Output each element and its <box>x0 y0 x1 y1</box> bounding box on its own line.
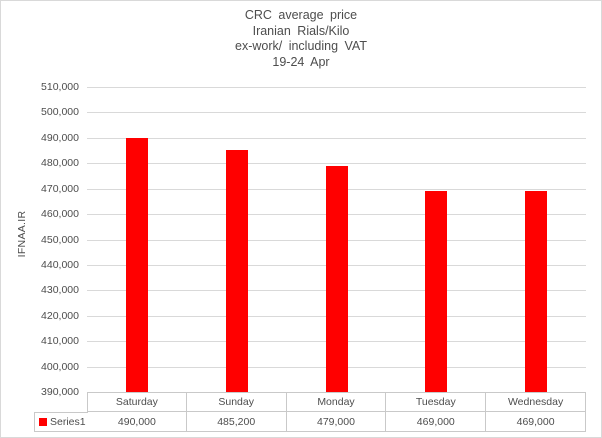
bar-saturday <box>125 137 148 392</box>
y-axis-tick-label: 480,000 <box>41 157 79 170</box>
table-header-sunday: Sunday <box>186 392 287 412</box>
y-axis-tick-label: 450,000 <box>41 233 79 246</box>
table-header-wednesday: Wednesday <box>486 392 586 412</box>
gridline <box>87 163 586 165</box>
legend-series-label: Series1 <box>50 416 86 428</box>
table-value-sunday: 485,200 <box>186 412 287 432</box>
chart-title-line-4: 19-24 Apr <box>272 54 330 69</box>
gridline <box>87 112 586 114</box>
bar-tuesday <box>425 191 448 392</box>
chart-title: CRC average price Iranian Rials/Kilo ex-… <box>1 8 601 70</box>
y-axis-tick-label: 500,000 <box>41 106 79 119</box>
y-axis-tick-label: 470,000 <box>41 182 79 195</box>
plot-area <box>87 87 586 393</box>
gridline <box>87 137 586 139</box>
series1-legend-marker-icon <box>39 418 47 426</box>
y-axis-tick-label: 460,000 <box>41 208 79 221</box>
legend-key-cell: Series1 <box>34 412 88 432</box>
bar-monday <box>325 165 348 392</box>
data-table: Saturday Sunday Monday Tuesday Wednesday 490,… <box>87 392 586 432</box>
bar-wednesday <box>525 191 548 392</box>
y-axis-tick-label: 420,000 <box>41 309 79 322</box>
y-axis-tick-label: 410,000 <box>41 335 79 348</box>
table-value-saturday: 490,000 <box>87 412 187 432</box>
gridline <box>87 87 586 88</box>
chart-title-line-2: Iranian Rials/Kilo <box>252 23 350 38</box>
chart-title-line-3: ex-work/ including VAT <box>235 39 367 53</box>
table-value-wednesday: 469,000 <box>486 412 586 432</box>
bar-sunday <box>225 150 248 392</box>
y-axis-tick-label: 390,000 <box>41 386 79 398</box>
y-axis-tick-label: 440,000 <box>41 258 79 271</box>
y-axis-tick-label: 430,000 <box>41 284 79 297</box>
table-value-monday: 479,000 <box>286 412 387 432</box>
table-value-tuesday: 469,000 <box>386 412 487 432</box>
y-axis-tick-label: 490,000 <box>41 131 79 144</box>
table-header-saturday: Saturday <box>87 392 187 412</box>
table-header-monday: Monday <box>286 392 387 412</box>
y-axis-tick-label: 400,000 <box>41 360 79 373</box>
chart-title-line-1: CRC average price <box>244 8 358 22</box>
y-axis-tick-label: 510,000 <box>41 81 79 93</box>
table-header-tuesday: Tuesday <box>386 392 487 412</box>
